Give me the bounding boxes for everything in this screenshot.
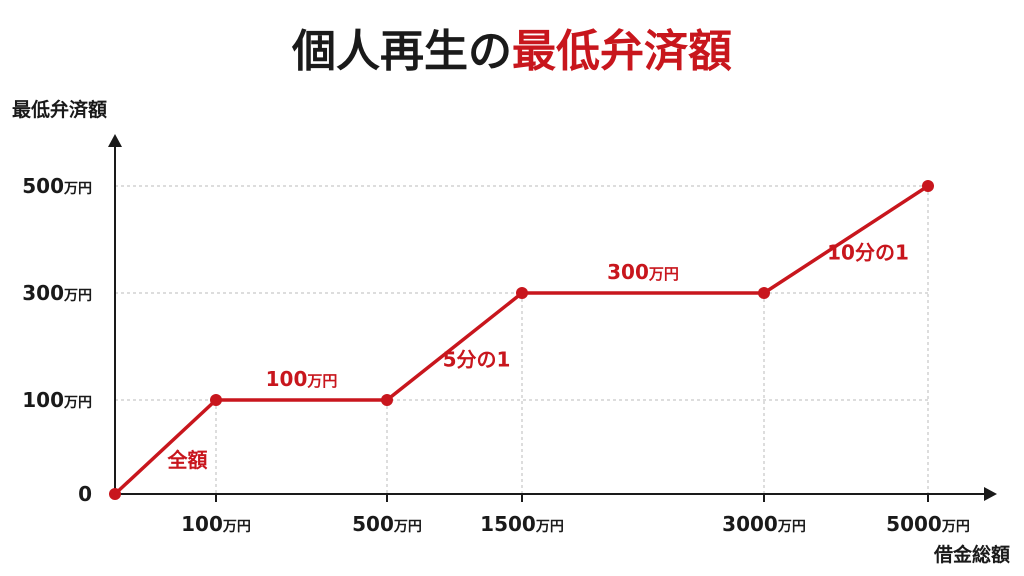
chart-title-prefix: 個人再生の bbox=[291, 26, 512, 77]
y-axis-label: 最低弁済額 bbox=[12, 98, 107, 121]
segment-label-value: 100 bbox=[266, 367, 308, 391]
y-tick-label: 500万円 bbox=[22, 174, 92, 198]
segment-label-value: 10分の1 bbox=[827, 241, 909, 265]
segment-label: 全額 bbox=[167, 448, 208, 472]
segment-label: 100万円 bbox=[266, 367, 338, 391]
series-layer bbox=[109, 180, 934, 500]
y-tick-label-unit: 万円 bbox=[63, 181, 92, 197]
segment-label-value: 300 bbox=[607, 260, 649, 284]
x-tick-label: 5000万円 bbox=[886, 512, 970, 536]
segment-label: 10分の1 bbox=[827, 241, 909, 265]
x-tick-label-value: 100 bbox=[181, 512, 223, 536]
x-tick-label: 1500万円 bbox=[480, 512, 564, 536]
x-tick-label: 3000万円 bbox=[722, 512, 806, 536]
data-point bbox=[381, 394, 393, 406]
y-tick-label-unit: 万円 bbox=[63, 395, 92, 411]
segment-label: 5分の1 bbox=[443, 348, 511, 372]
y-tick-label-unit: 万円 bbox=[63, 288, 92, 304]
data-point bbox=[210, 394, 222, 406]
x-tick-label-value: 1500 bbox=[480, 512, 536, 536]
x-tick-label-unit: 万円 bbox=[393, 519, 422, 535]
y-tick-label-value: 100 bbox=[22, 388, 64, 412]
segment-label-unit: 万円 bbox=[306, 372, 337, 390]
y-tick-label: 300万円 bbox=[22, 281, 92, 305]
y-tick-label-value: 300 bbox=[22, 281, 64, 305]
x-tick-label-unit: 万円 bbox=[535, 519, 564, 535]
x-axis-label: 借金総額 bbox=[933, 543, 1010, 566]
segment-label-unit: 万円 bbox=[648, 265, 679, 283]
y-tick-label-value: 0 bbox=[78, 482, 92, 506]
x-tick-label-unit: 万円 bbox=[941, 519, 970, 535]
y-tick-label: 0 bbox=[78, 482, 92, 506]
chart-title-highlight: 最低弁済額 bbox=[512, 26, 732, 77]
x-tick-label: 500万円 bbox=[352, 512, 422, 536]
x-tick-label-unit: 万円 bbox=[222, 519, 251, 535]
data-point bbox=[922, 180, 934, 192]
x-tick-label-value: 500 bbox=[352, 512, 394, 536]
segment-label-value: 5分の1 bbox=[443, 348, 511, 372]
series-line bbox=[113, 184, 930, 496]
x-tick-label: 100万円 bbox=[181, 512, 251, 536]
chart-title: 個人再生の最低弁済額 bbox=[291, 26, 732, 77]
segment-label: 300万円 bbox=[607, 260, 679, 284]
x-tick-label-value: 3000 bbox=[722, 512, 778, 536]
segment-label-value: 全額 bbox=[167, 448, 208, 472]
x-tick-label-unit: 万円 bbox=[777, 519, 806, 535]
y-tick-label: 100万円 bbox=[22, 388, 92, 412]
grid-lines bbox=[115, 185, 929, 494]
data-point bbox=[516, 287, 528, 299]
y-tick-label-value: 500 bbox=[22, 174, 64, 198]
data-point bbox=[109, 488, 121, 500]
x-axis-arrow-icon bbox=[984, 487, 997, 501]
y-axis-arrow-icon bbox=[108, 134, 122, 147]
data-point bbox=[758, 287, 770, 299]
x-tick-label-value: 5000 bbox=[886, 512, 942, 536]
